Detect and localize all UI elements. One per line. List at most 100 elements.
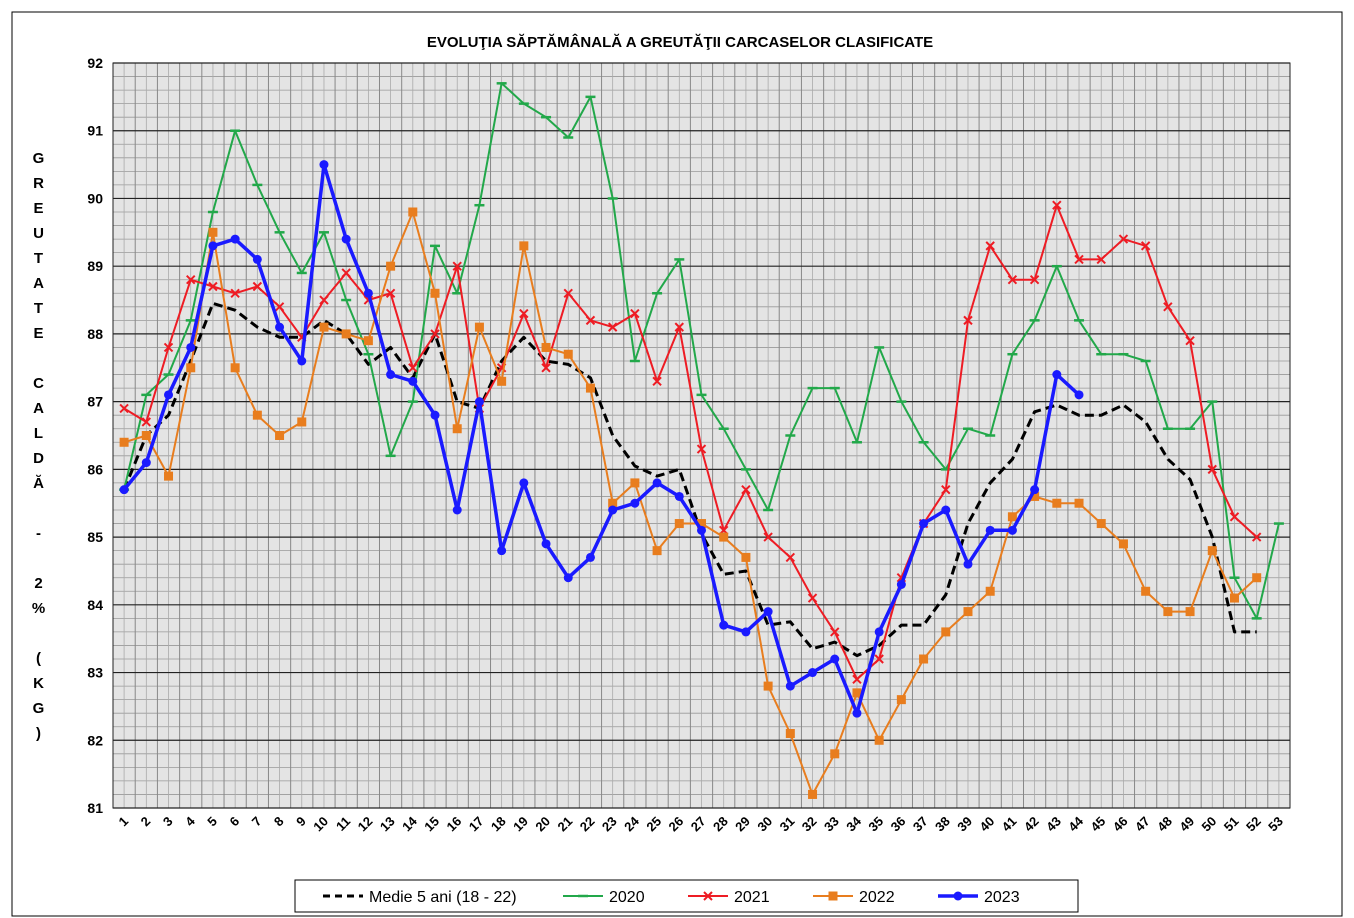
x-tick-label: 47 [1132, 814, 1153, 835]
series-line [122, 301, 1257, 658]
x-tick-label: 31 [777, 814, 798, 835]
marker [1118, 234, 1129, 244]
y-tick-label: 84 [87, 597, 103, 613]
marker [341, 234, 351, 244]
x-tick-label: 26 [666, 814, 687, 835]
marker [763, 607, 773, 617]
marker [608, 505, 618, 515]
marker [652, 478, 662, 488]
marker [430, 288, 440, 298]
marker [208, 281, 218, 292]
marker [963, 607, 973, 617]
marker [1096, 519, 1106, 529]
marker [963, 559, 973, 569]
marker [230, 234, 240, 244]
marker [164, 390, 174, 400]
marker [763, 532, 773, 542]
x-tick-label: 51 [1221, 814, 1242, 835]
x-tick-label: 32 [799, 814, 820, 835]
x-tick-label: 49 [1176, 814, 1197, 835]
marker [408, 363, 418, 373]
marker [941, 484, 951, 495]
marker [297, 417, 307, 427]
marker [1030, 491, 1040, 501]
marker [652, 376, 662, 387]
marker [852, 708, 862, 718]
legend-label: 2023 [984, 889, 1020, 906]
marker [874, 654, 884, 664]
marker [1074, 390, 1084, 400]
marker [452, 261, 462, 271]
marker [430, 329, 440, 339]
marker [941, 505, 951, 515]
x-tick-label: 16 [444, 814, 465, 835]
marker [274, 302, 285, 312]
y-tick-label: 85 [87, 529, 103, 545]
y-tick-label: 92 [87, 55, 103, 71]
marker [852, 674, 862, 685]
x-tick-label: 22 [577, 814, 598, 835]
marker [1052, 200, 1062, 210]
marker [1007, 512, 1017, 522]
marker [252, 281, 263, 292]
marker [186, 275, 196, 285]
x-tick-label: 13 [377, 814, 398, 835]
marker [630, 498, 640, 508]
x-tick-label: 50 [1199, 814, 1220, 835]
marker [919, 654, 929, 664]
x-tick-label: 3 [160, 814, 176, 830]
chart-title: EVOLUŢIA SĂPTĂMÂNALĂ A GREUTĂŢII CARCASE… [427, 33, 933, 51]
marker [141, 431, 151, 440]
series-line [123, 211, 1258, 796]
marker [474, 322, 484, 332]
x-tick-label: 28 [710, 814, 731, 835]
y-axis-label: GREUTATE CALDĂ - 2% (KG) [30, 150, 47, 750]
marker [719, 532, 729, 542]
marker [1185, 335, 1195, 346]
x-tick-label: 7 [249, 814, 265, 830]
x-tick-label: 41 [999, 814, 1020, 835]
x-tick-label: 34 [843, 813, 864, 834]
marker [608, 498, 618, 508]
y-tick-label: 89 [87, 258, 103, 274]
marker [541, 342, 551, 352]
marker [807, 593, 818, 603]
marker [474, 397, 484, 407]
marker [452, 505, 462, 515]
x-tick-label: 6 [227, 814, 243, 830]
marker [164, 471, 174, 481]
marker [985, 525, 995, 535]
x-tick-label: 5 [204, 814, 220, 830]
marker [119, 403, 129, 414]
marker [319, 295, 329, 305]
marker [874, 735, 884, 745]
marker [1052, 498, 1062, 508]
marker [830, 749, 840, 759]
marker [741, 484, 751, 495]
x-tick-label: 43 [1043, 814, 1064, 835]
x-tick-label: 45 [1088, 814, 1109, 835]
series-line [123, 204, 1258, 681]
marker [703, 891, 713, 901]
x-tick-label: 40 [976, 814, 997, 835]
marker [319, 160, 329, 170]
marker [541, 363, 551, 373]
x-tick-label: 17 [466, 814, 487, 835]
marker [785, 681, 795, 691]
marker [208, 241, 218, 251]
x-tick-label: 14 [399, 813, 420, 834]
marker [785, 552, 796, 563]
marker [1141, 586, 1151, 596]
marker [519, 308, 529, 319]
marker [319, 322, 329, 332]
marker [630, 308, 640, 319]
marker [985, 586, 995, 596]
x-tick-label: 18 [488, 814, 509, 835]
marker [1163, 607, 1173, 617]
marker [1185, 607, 1195, 617]
marker [341, 329, 351, 339]
marker [630, 478, 640, 488]
marker [741, 627, 751, 637]
x-tick-label: 1 [116, 814, 132, 830]
